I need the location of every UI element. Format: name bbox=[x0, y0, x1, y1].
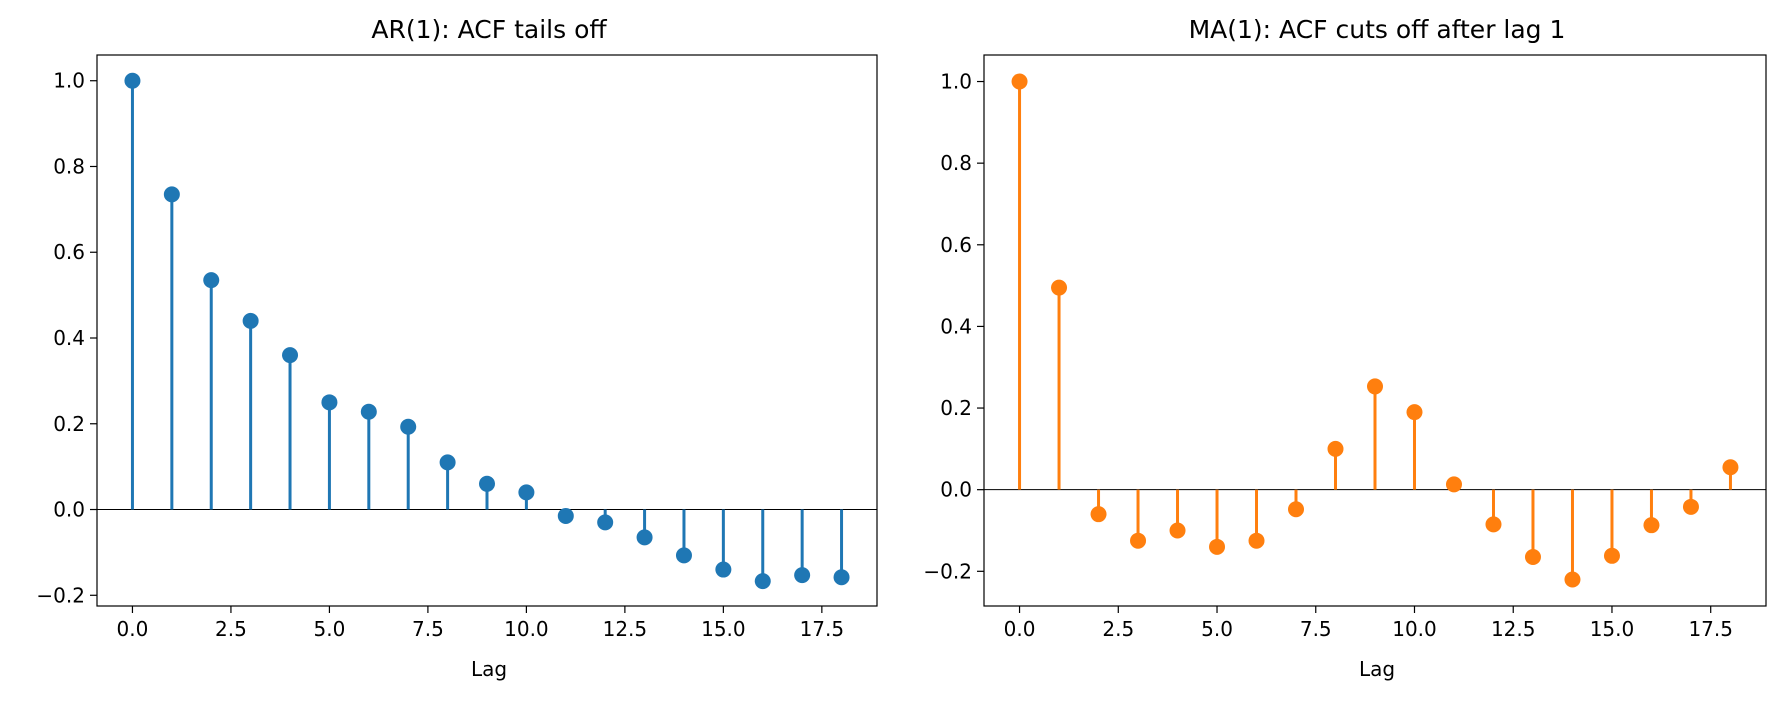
ar1-point-lag-5 bbox=[321, 394, 338, 411]
ma1-axis-ticks: 0.0 2.5 5.0 7.5 10.0 12.5 15.0 17.5 −0.2 0.0 0.2 0.… bbox=[923, 70, 1733, 641]
ma1-y-tick-label: 0.8 bbox=[940, 151, 972, 175]
ma1-plot-frame bbox=[983, 54, 1767, 607]
ma1-point-lag-13 bbox=[1524, 549, 1541, 566]
ar1-y-tick-label: 1.0 bbox=[53, 69, 85, 93]
ar1-y-tick-label: 0.8 bbox=[53, 154, 85, 178]
ma1-x-tick-label: 2.5 bbox=[1102, 617, 1134, 641]
ar1-point-lag-1 bbox=[163, 186, 180, 203]
ma1-point-lag-8 bbox=[1327, 440, 1344, 457]
ma1-y-tick-label: 0.0 bbox=[940, 478, 972, 502]
ma1-point-lag-14 bbox=[1564, 571, 1581, 588]
ma1-point-lag-10 bbox=[1406, 404, 1423, 421]
ar1-x-tick-label: 15.0 bbox=[701, 617, 746, 641]
ma1-point-lag-11 bbox=[1445, 476, 1462, 493]
ar1-x-tick-label: 7.5 bbox=[412, 617, 444, 641]
ar1-point-lag-0 bbox=[124, 72, 141, 89]
ar1-point-lag-11 bbox=[557, 507, 574, 524]
ma1-x-tick-label: 5.0 bbox=[1201, 617, 1233, 641]
ar1-point-lag-8 bbox=[439, 454, 456, 471]
ar1-axis-ticks: 0.0 2.5 5.0 7.5 10.0 12.5 15.0 17.5 −0.2 0.0 0.2 0.… bbox=[36, 69, 844, 641]
ar1-point-lag-4 bbox=[282, 347, 299, 364]
ar1-point-lag-12 bbox=[597, 514, 614, 531]
ma1-y-tick-label: 1.0 bbox=[940, 70, 972, 94]
ma1-point-lag-4 bbox=[1169, 522, 1186, 539]
ma1-x-tick-label: 12.5 bbox=[1491, 617, 1536, 641]
ma1-x-tick-label: 15.0 bbox=[1590, 617, 1635, 641]
ar1-point-lag-2 bbox=[203, 272, 220, 289]
ma1-point-lag-3 bbox=[1130, 532, 1147, 549]
ar1-x-tick-label: 2.5 bbox=[215, 617, 247, 641]
ar1-point-lag-6 bbox=[360, 403, 377, 420]
ar1-plot-frame bbox=[96, 54, 878, 607]
ar1-y-tick-label: 0.2 bbox=[53, 412, 85, 436]
ma1-point-lag-9 bbox=[1367, 378, 1383, 395]
ma1-point-lag-18 bbox=[1722, 459, 1739, 476]
ar1-point-lag-15 bbox=[715, 561, 732, 578]
ar1-point-lag-18 bbox=[833, 569, 850, 586]
ma1-y-tick-label: −0.2 bbox=[923, 559, 972, 583]
ma1-chart-title: MA(1): ACF cuts off after lag 1 bbox=[1189, 15, 1566, 44]
ma1-point-lag-1 bbox=[1051, 279, 1068, 296]
ma1-point-lag-12 bbox=[1485, 516, 1502, 533]
ar1-stem-marks bbox=[97, 72, 877, 590]
ma1-x-tick-label: 17.5 bbox=[1688, 617, 1733, 641]
ma1-acf-panel: MA(1): ACF cuts off after lag 1 0.0 2.5 5.… bbox=[923, 15, 1767, 681]
ar1-point-lag-3 bbox=[242, 312, 259, 329]
ar1-acf-panel: AR(1): ACF tails off 0.0 2.5 5.0 7.5 10.0 12.… bbox=[36, 15, 878, 681]
ar1-point-lag-13 bbox=[636, 529, 653, 546]
ar1-y-tick-label: −0.2 bbox=[36, 583, 85, 607]
ar1-point-lag-16 bbox=[754, 573, 771, 590]
ma1-y-tick-label: 0.4 bbox=[940, 314, 972, 338]
ma1-x-tick-label: 0.0 bbox=[1004, 617, 1036, 641]
ar1-x-tick-label: 12.5 bbox=[603, 617, 648, 641]
ar1-x-tick-label: 10.0 bbox=[504, 617, 549, 641]
ar1-point-lag-9 bbox=[479, 475, 495, 492]
ar1-x-tick-label: 5.0 bbox=[314, 617, 346, 641]
ma1-point-lag-0 bbox=[1011, 73, 1028, 90]
ar1-x-axis-label: Lag bbox=[471, 657, 507, 681]
ma1-point-lag-6 bbox=[1248, 532, 1265, 549]
ma1-point-lag-2 bbox=[1090, 506, 1107, 523]
ar1-x-tick-label: 17.5 bbox=[800, 617, 845, 641]
ma1-stem-marks bbox=[984, 73, 1766, 588]
ma1-point-lag-16 bbox=[1643, 517, 1660, 534]
ma1-x-tick-label: 7.5 bbox=[1300, 617, 1332, 641]
ar1-point-lag-14 bbox=[675, 547, 692, 564]
ma1-point-lag-7 bbox=[1288, 501, 1305, 518]
ar1-x-tick-label: 0.0 bbox=[117, 617, 149, 641]
ar1-point-lag-10 bbox=[518, 484, 535, 501]
ar1-point-lag-17 bbox=[794, 567, 811, 584]
ma1-point-lag-5 bbox=[1209, 538, 1226, 555]
ar1-chart-title: AR(1): ACF tails off bbox=[371, 15, 607, 44]
ma1-x-axis-label: Lag bbox=[1359, 657, 1395, 681]
ar1-y-tick-label: 0.6 bbox=[53, 240, 85, 264]
ar1-point-lag-7 bbox=[400, 418, 417, 435]
ma1-point-lag-15 bbox=[1603, 547, 1620, 564]
ar1-y-tick-label: 0.4 bbox=[53, 326, 85, 350]
ma1-point-lag-17 bbox=[1682, 498, 1699, 515]
ma1-y-tick-label: 0.6 bbox=[940, 233, 972, 257]
ma1-y-tick-label: 0.2 bbox=[940, 396, 972, 420]
ar1-y-tick-label: 0.0 bbox=[53, 498, 85, 522]
ma1-x-tick-label: 10.0 bbox=[1392, 617, 1437, 641]
